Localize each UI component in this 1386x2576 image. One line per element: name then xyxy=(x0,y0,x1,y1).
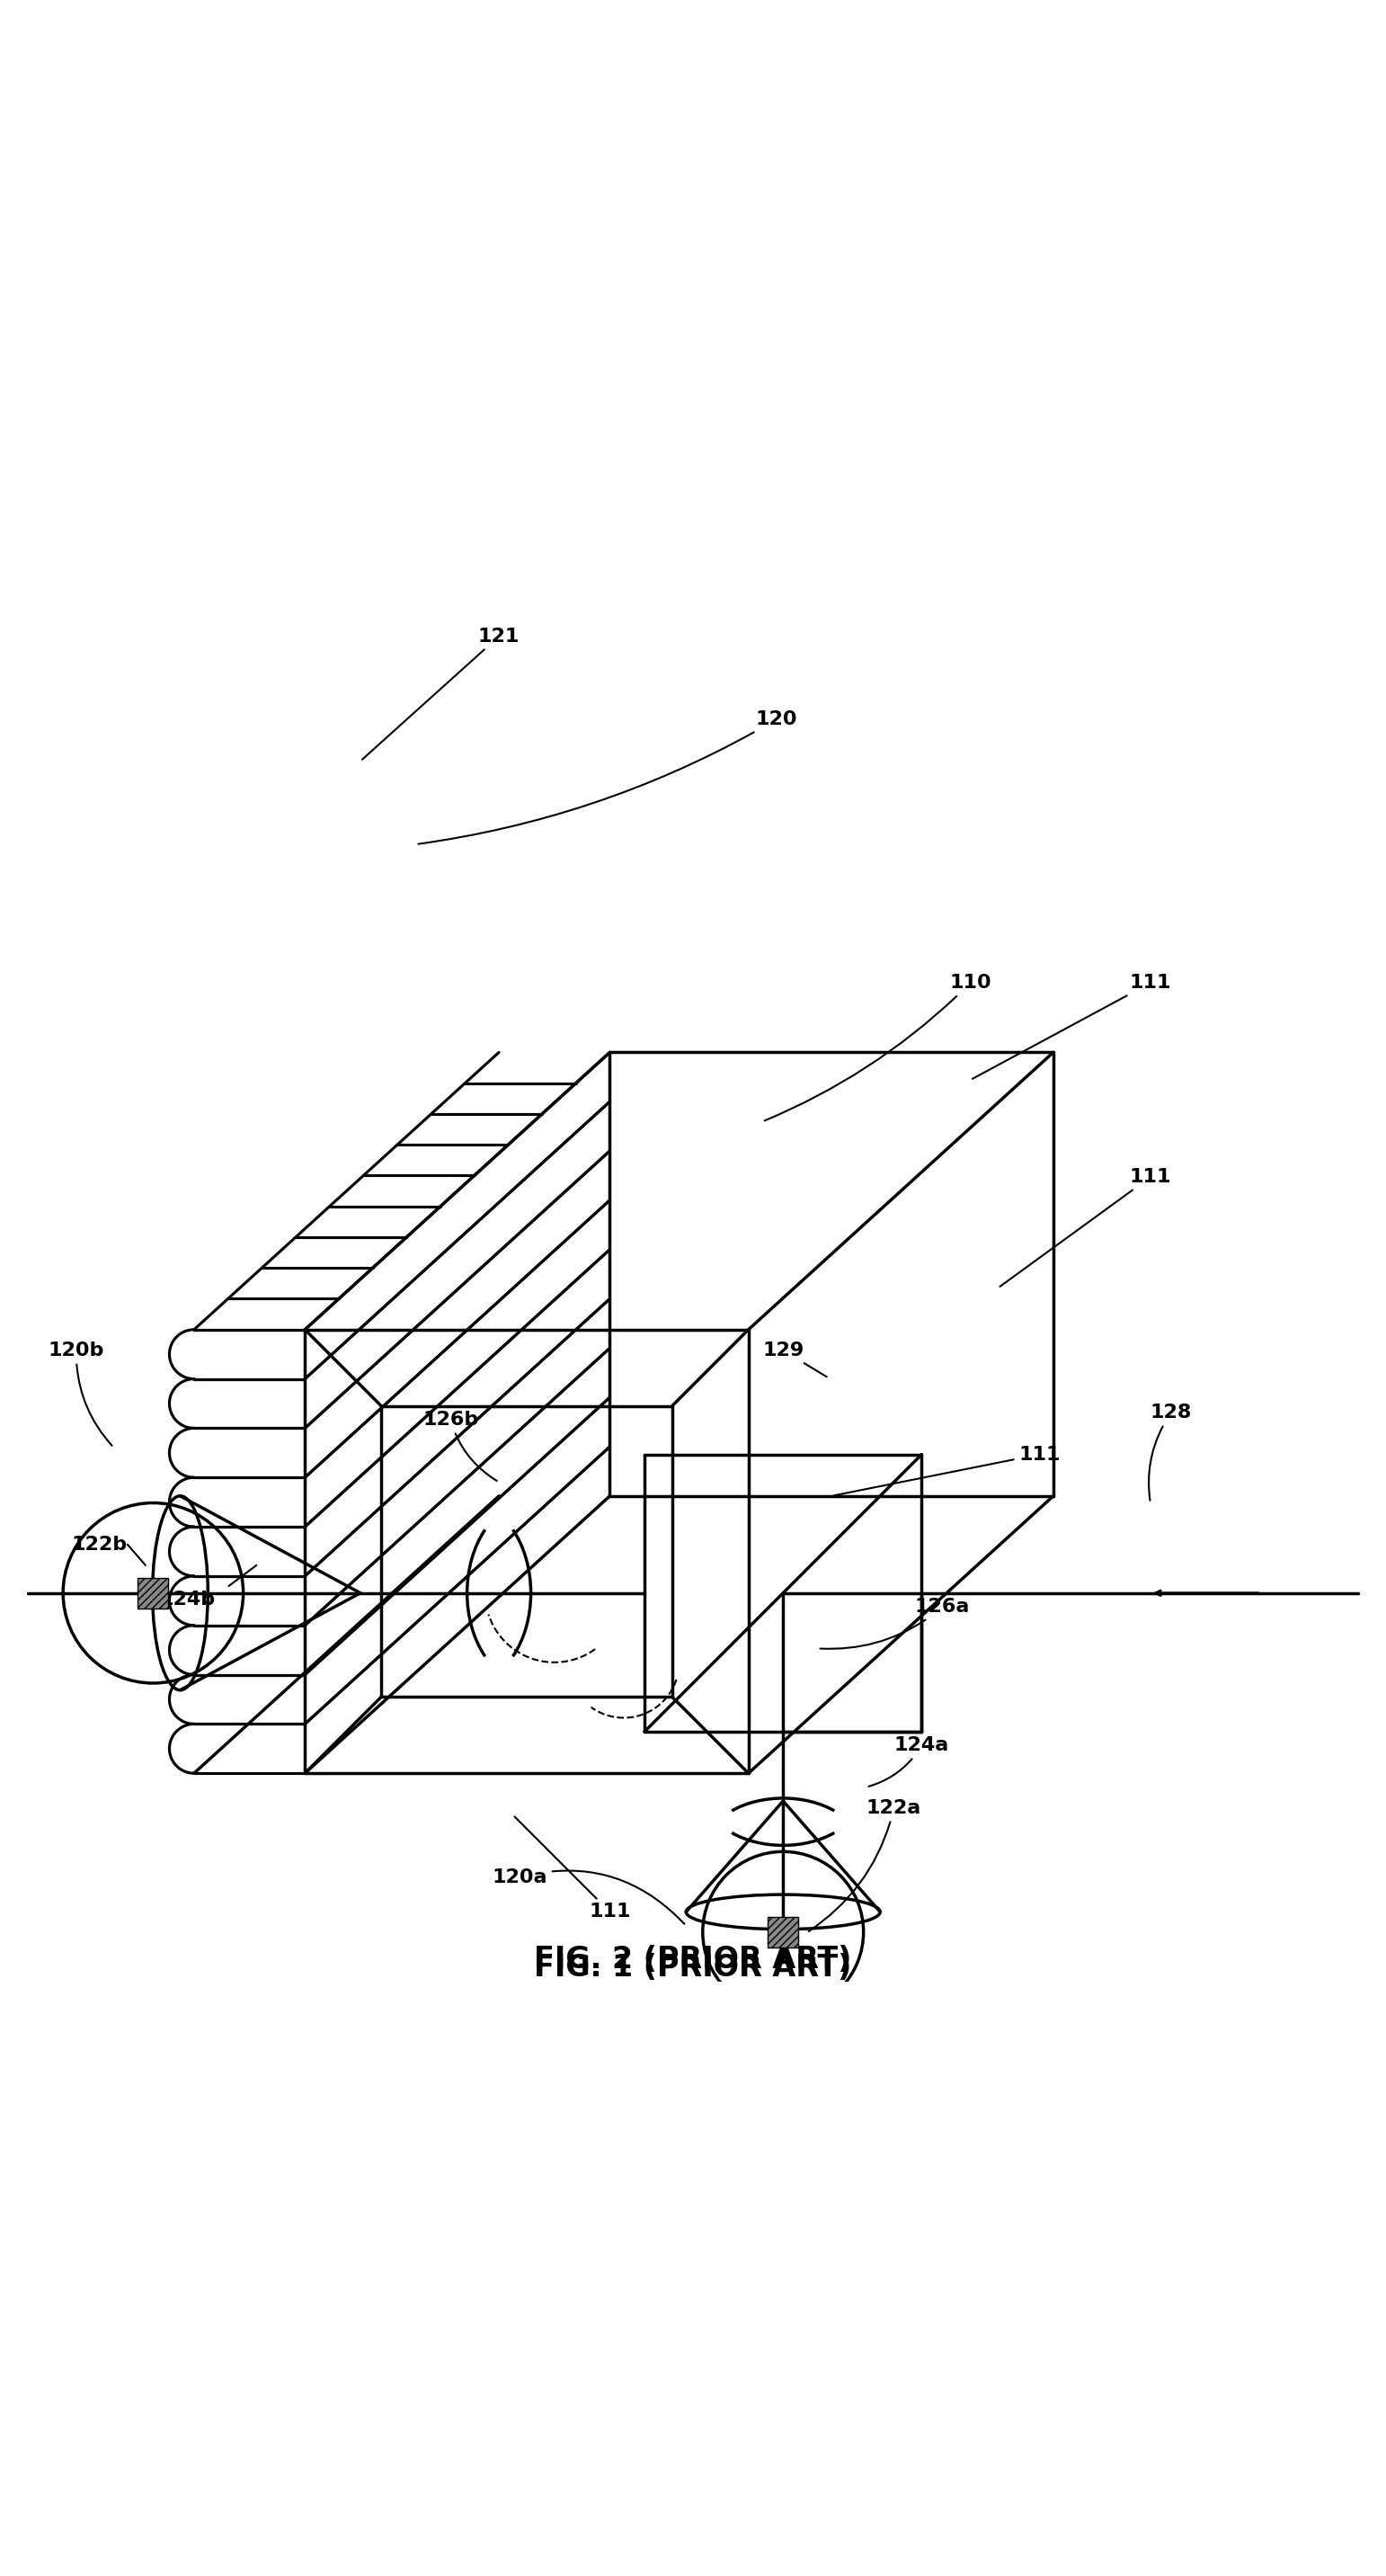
Text: 120b: 120b xyxy=(49,1342,112,1445)
Bar xyxy=(137,1577,168,1607)
Text: 111: 111 xyxy=(834,1445,1060,1497)
Text: 129: 129 xyxy=(762,1342,826,1376)
Text: 120a: 120a xyxy=(492,1868,685,1924)
Text: 124b: 124b xyxy=(159,1592,215,1610)
Text: 111: 111 xyxy=(514,1816,631,1922)
Text: 126b: 126b xyxy=(423,1412,496,1481)
Text: 120: 120 xyxy=(419,711,797,845)
Text: 122b: 122b xyxy=(72,1535,128,1553)
Text: FIG. 1 (PRIOR ART): FIG. 1 (PRIOR ART) xyxy=(534,1953,852,1981)
Text: 111: 111 xyxy=(973,974,1171,1079)
Bar xyxy=(768,1917,798,1947)
Text: 121: 121 xyxy=(362,629,520,760)
Text: 128: 128 xyxy=(1149,1404,1192,1499)
Text: FIG. 2 (PRIOR ART): FIG. 2 (PRIOR ART) xyxy=(534,1945,852,1973)
Text: 111: 111 xyxy=(999,1167,1171,1285)
Text: 126a: 126a xyxy=(821,1597,970,1649)
Text: 124a: 124a xyxy=(869,1736,949,1785)
Text: 110: 110 xyxy=(765,974,991,1121)
Text: 122a: 122a xyxy=(809,1798,922,1932)
